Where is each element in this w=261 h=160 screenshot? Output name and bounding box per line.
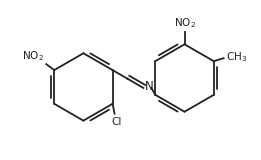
Text: NO$_2$: NO$_2$: [22, 49, 44, 63]
Text: CH$_3$: CH$_3$: [226, 50, 247, 64]
Text: N: N: [145, 80, 154, 93]
Text: NO$_2$: NO$_2$: [174, 17, 195, 30]
Text: Cl: Cl: [111, 117, 122, 127]
